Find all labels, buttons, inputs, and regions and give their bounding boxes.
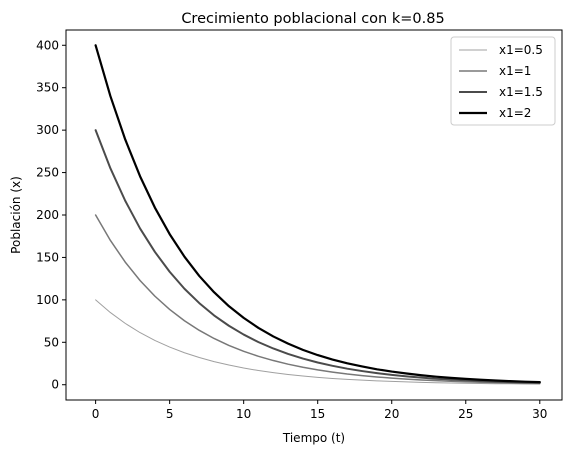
legend-label: x1=0.5: [499, 43, 543, 57]
legend-label: x1=2: [499, 106, 531, 120]
legend: x1=0.5 x1=1 x1=1.5 x1=2: [450, 36, 556, 126]
legend-box: [450, 36, 556, 126]
x-tick-label: 5: [166, 407, 174, 421]
y-tick-label: 100: [36, 293, 59, 307]
x-tick-label: 15: [310, 407, 325, 421]
legend-items: x1=0.5 x1=1 x1=1.5 x1=2: [459, 43, 543, 120]
y-tick-label: 350: [36, 81, 59, 95]
y-tick-label: 50: [44, 335, 59, 349]
series-line: [94, 44, 541, 384]
series-line: [95, 299, 541, 385]
series-layer: [94, 44, 541, 385]
y-tick-label: 0: [51, 378, 59, 392]
y-tick-label: 400: [36, 38, 59, 52]
series-line: [94, 129, 541, 384]
y-tick-label: 200: [36, 208, 59, 222]
x-tick-label: 0: [92, 407, 100, 421]
x-tick-label: 20: [384, 407, 399, 421]
x-axis-ticks: 0 5 10 15 20 25 30: [92, 400, 547, 421]
x-axis-label: Tiempo (t): [282, 431, 345, 445]
legend-label: x1=1.5: [499, 85, 543, 99]
y-axis-label: Población (x): [9, 176, 23, 254]
y-tick-label: 250: [36, 166, 59, 180]
series-line: [94, 214, 541, 385]
y-tick-label: 300: [36, 123, 59, 137]
y-axis-ticks: 0 50 100 150 200 250 300 350 400: [36, 38, 66, 392]
x-tick-label: 25: [458, 407, 473, 421]
y-tick-label: 150: [36, 250, 59, 264]
x-tick-label: 30: [532, 407, 547, 421]
legend-label: x1=1: [499, 64, 531, 78]
chart-title: Crecimiento poblacional con k=0.85: [181, 11, 444, 27]
x-tick-label: 10: [236, 407, 251, 421]
